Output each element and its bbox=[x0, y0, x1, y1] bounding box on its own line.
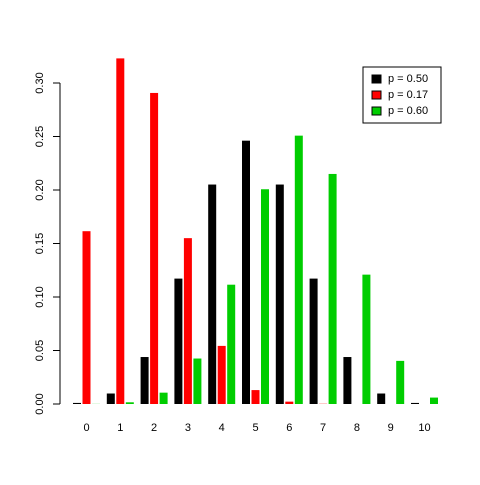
x-tick-label: 0 bbox=[83, 422, 89, 434]
y-tick-label: 0.30 bbox=[34, 72, 46, 93]
bar bbox=[174, 279, 182, 404]
bar bbox=[396, 361, 404, 404]
y-tick-label: 0.25 bbox=[34, 126, 46, 147]
bar bbox=[362, 275, 370, 404]
legend-label: p = 0.17 bbox=[388, 89, 428, 101]
x-tick-label: 9 bbox=[388, 422, 394, 434]
bar bbox=[252, 390, 260, 404]
bar bbox=[73, 403, 81, 404]
bar bbox=[377, 394, 385, 404]
bar bbox=[193, 359, 201, 404]
legend-label: p = 0.60 bbox=[388, 105, 428, 117]
bar bbox=[208, 185, 216, 404]
x-tick-label: 6 bbox=[286, 422, 292, 434]
legend-swatch bbox=[372, 107, 381, 115]
bar bbox=[218, 346, 226, 404]
bar bbox=[150, 93, 158, 404]
x-tick-label: 5 bbox=[252, 422, 258, 434]
bar bbox=[227, 285, 235, 404]
bar bbox=[126, 402, 134, 404]
bar bbox=[261, 189, 269, 404]
bar bbox=[107, 394, 115, 404]
x-tick-label: 7 bbox=[320, 422, 326, 434]
y-tick-label: 0.20 bbox=[34, 179, 46, 200]
bar bbox=[430, 398, 438, 404]
x-tick-label: 1 bbox=[117, 422, 123, 434]
y-tick-label: 0.15 bbox=[34, 233, 46, 254]
x-tick-label: 4 bbox=[219, 422, 225, 434]
bar bbox=[310, 279, 318, 404]
x-tick-label: 3 bbox=[185, 422, 191, 434]
x-tick-label: 10 bbox=[418, 422, 430, 434]
y-tick-label: 0.10 bbox=[34, 286, 46, 307]
bar bbox=[285, 402, 293, 404]
bar bbox=[242, 141, 250, 404]
bar bbox=[116, 58, 124, 404]
bar bbox=[329, 174, 337, 404]
bar bbox=[83, 231, 91, 404]
x-tick-label: 8 bbox=[354, 422, 360, 434]
bar bbox=[276, 185, 284, 404]
legend-swatch bbox=[372, 91, 381, 99]
bar bbox=[295, 136, 303, 404]
bar bbox=[411, 403, 419, 404]
bar bbox=[343, 357, 351, 404]
bar bbox=[160, 393, 168, 404]
legend-swatch bbox=[372, 75, 381, 83]
legend-label: p = 0.50 bbox=[388, 73, 428, 85]
bar bbox=[141, 357, 149, 404]
y-tick-label: 0.05 bbox=[34, 340, 46, 361]
y-tick-label: 0.00 bbox=[34, 393, 46, 414]
bar bbox=[184, 238, 192, 404]
x-tick-label: 2 bbox=[151, 422, 157, 434]
